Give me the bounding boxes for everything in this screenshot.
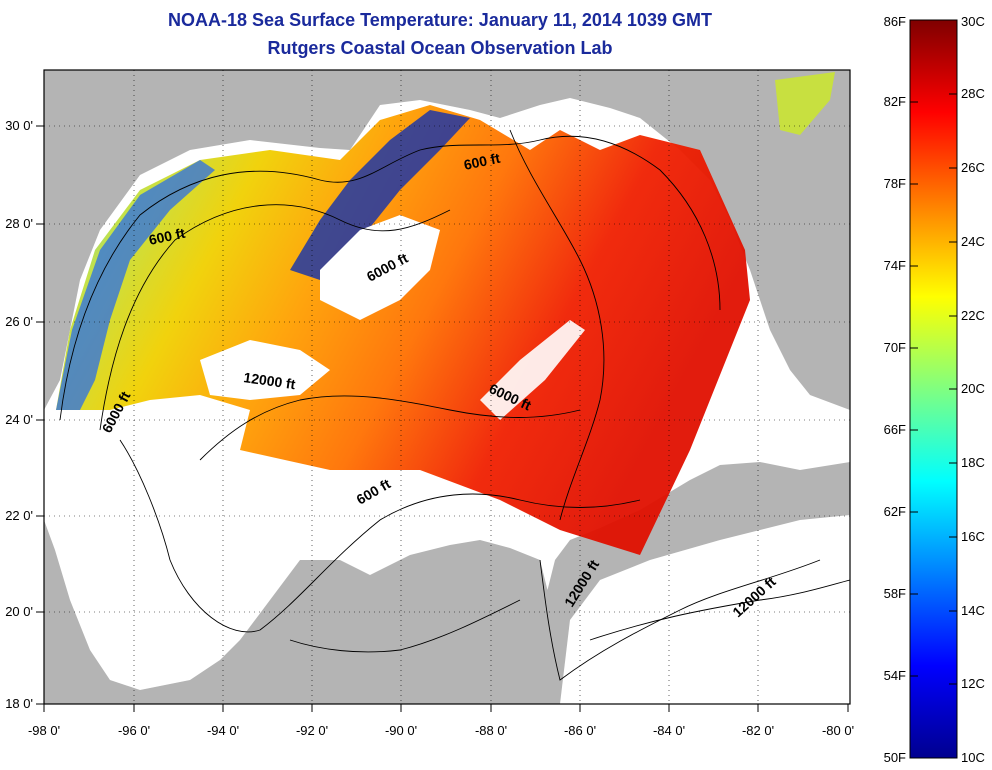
y-tick-label: 30 0' xyxy=(5,118,33,133)
contour-label: 12000 ft xyxy=(243,369,297,392)
x-tick-label: -96 0' xyxy=(118,723,150,738)
y-tick-label: 22 0' xyxy=(5,508,33,523)
cuba-land xyxy=(600,462,850,545)
colorbar-f-label: 50F xyxy=(884,750,906,765)
x-tick-label: -90 0' xyxy=(385,723,417,738)
cloud-gap xyxy=(320,215,440,320)
map-subtitle: Rutgers Coastal Ocean Observation Lab xyxy=(267,38,613,58)
y-tick-label: 24 0' xyxy=(5,412,33,427)
axis-ticks xyxy=(36,125,849,712)
colorbar-f-label: 78F xyxy=(884,176,906,191)
colorbar-f-label: 66F xyxy=(884,422,906,437)
x-tick-label: -88 0' xyxy=(475,723,507,738)
colorbar-f-label: 54F xyxy=(884,668,906,683)
y-tick-label: 20 0' xyxy=(5,604,33,619)
sst-swath-florida xyxy=(775,72,835,135)
colorbar-c-label: 14C xyxy=(961,603,985,618)
x-tick-label: -92 0' xyxy=(296,723,328,738)
cloud-gap xyxy=(480,320,585,420)
florida-land xyxy=(740,70,850,370)
bathymetry-contours xyxy=(59,129,850,681)
cold-coastal-band xyxy=(290,110,470,280)
x-tick-label: -86 0' xyxy=(564,723,596,738)
graticule xyxy=(44,70,850,704)
colorbar-f-label: 86F xyxy=(884,14,906,29)
colorbar-c-label: 28C xyxy=(961,86,985,101)
cloud-gap xyxy=(200,340,330,400)
colorbar-c-label: 18C xyxy=(961,455,985,470)
x-tick-label: -80 0' xyxy=(822,723,854,738)
colorbar-c-label: 12C xyxy=(961,676,985,691)
colorbar-f-label: 70F xyxy=(884,340,906,355)
colorbar-c-label: 16C xyxy=(961,529,985,544)
y-tick-label: 28 0' xyxy=(5,216,33,231)
sst-swath xyxy=(56,105,750,555)
colorbar-f-label: 74F xyxy=(884,258,906,273)
colorbar-c-label: 26C xyxy=(961,160,985,175)
map-frame xyxy=(43,69,851,705)
colorbar-f-label: 62F xyxy=(884,504,906,519)
colorbar-f-label: 82F xyxy=(884,94,906,109)
colorbar-c-label: 20C xyxy=(961,381,985,396)
contour-label: 600 ft xyxy=(462,150,501,173)
colorbar-c-label: 30C xyxy=(961,14,985,29)
cold-shelf-water xyxy=(56,160,215,410)
colorbar-c-label: 22C xyxy=(961,308,985,323)
contour-label: 600 ft xyxy=(147,225,186,248)
colorbar-c-label: 10C xyxy=(961,750,985,765)
yucatan-land xyxy=(330,540,550,704)
colorbar-f-label: 58F xyxy=(884,586,906,601)
x-tick-label: -98 0' xyxy=(28,723,60,738)
x-tick-label: -94 0' xyxy=(207,723,239,738)
colorbar-c-label: 24C xyxy=(961,234,985,249)
y-tick-label: 18 0' xyxy=(5,696,33,711)
map-title: NOAA-18 Sea Surface Temperature: January… xyxy=(168,10,712,30)
colorbar-ticks xyxy=(910,93,957,685)
x-tick-label: -82 0' xyxy=(742,723,774,738)
x-tick-label: -84 0' xyxy=(653,723,685,738)
y-tick-label: 26 0' xyxy=(5,314,33,329)
